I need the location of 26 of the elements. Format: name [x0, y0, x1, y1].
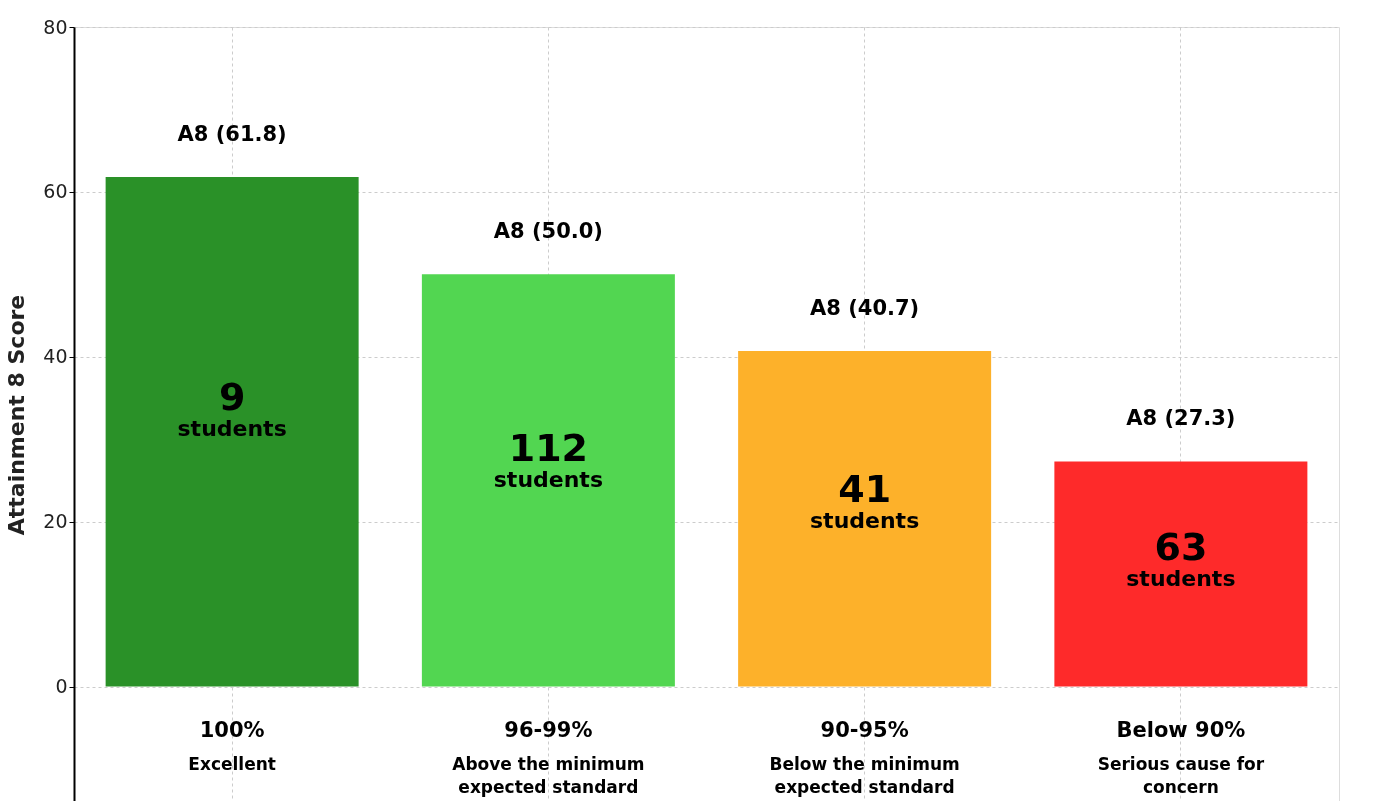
- bar: [1054, 461, 1308, 687]
- y-axis-title: Attainment 8 Score: [4, 294, 30, 536]
- data-label: A8 (61.8): [177, 122, 287, 147]
- y-tick-label: 0: [55, 675, 68, 698]
- text: 112 students: [493, 426, 603, 493]
- x-tick-label: Below 90%: [1116, 717, 1246, 742]
- y-tick-label: 60: [43, 180, 68, 203]
- bar: [421, 274, 675, 687]
- data-label: A8 (40.7): [810, 296, 920, 321]
- bar: [105, 177, 359, 687]
- x-tick-label: 100%: [199, 717, 265, 742]
- data-label: A8 (27.3): [1126, 406, 1236, 431]
- y-tick-label: 80: [43, 15, 68, 38]
- annotation: Serious cause for concern: [1097, 753, 1265, 797]
- x-tick-label: 90-95%: [820, 717, 909, 742]
- text: 41 students: [810, 466, 920, 533]
- x-tick-label: 96-99%: [504, 717, 593, 742]
- data-label: A8 (50.0): [493, 219, 603, 244]
- y-tick-label: 40: [43, 345, 68, 368]
- y-tick-label: 20: [43, 510, 68, 533]
- text: 9 students: [177, 374, 287, 441]
- annotation: Below the minimum expected standard: [769, 753, 960, 797]
- text: 63 students: [1126, 525, 1236, 592]
- annotation: Excellent: [188, 753, 276, 774]
- bar: [738, 351, 992, 687]
- annotation: Above the minimum expected standard: [452, 753, 645, 797]
